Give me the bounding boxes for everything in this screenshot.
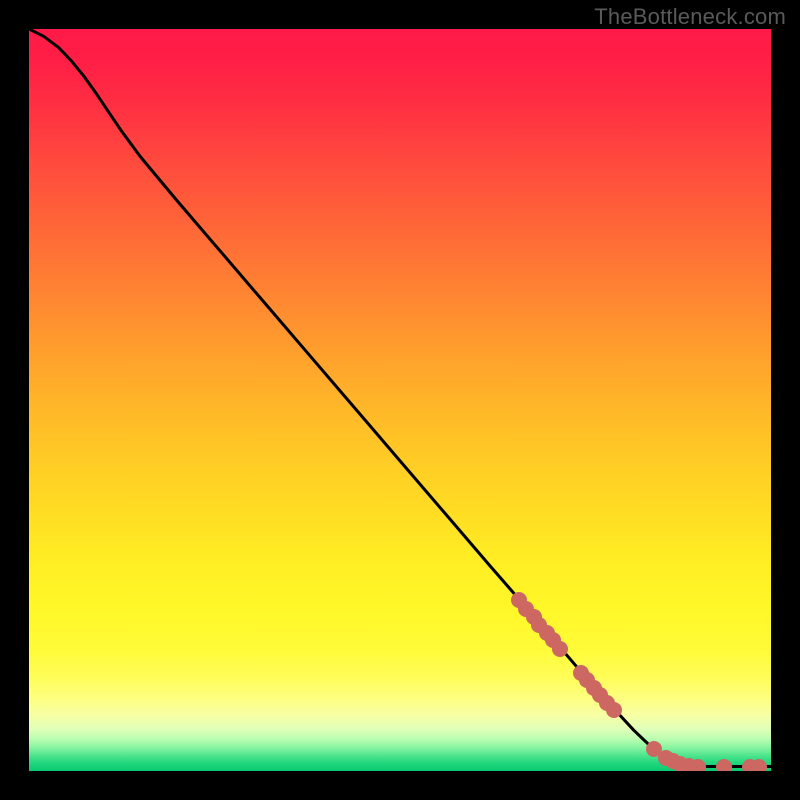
attribution-text: TheBottleneck.com <box>594 4 786 30</box>
plot-area <box>29 29 771 771</box>
gradient-background <box>29 29 771 771</box>
